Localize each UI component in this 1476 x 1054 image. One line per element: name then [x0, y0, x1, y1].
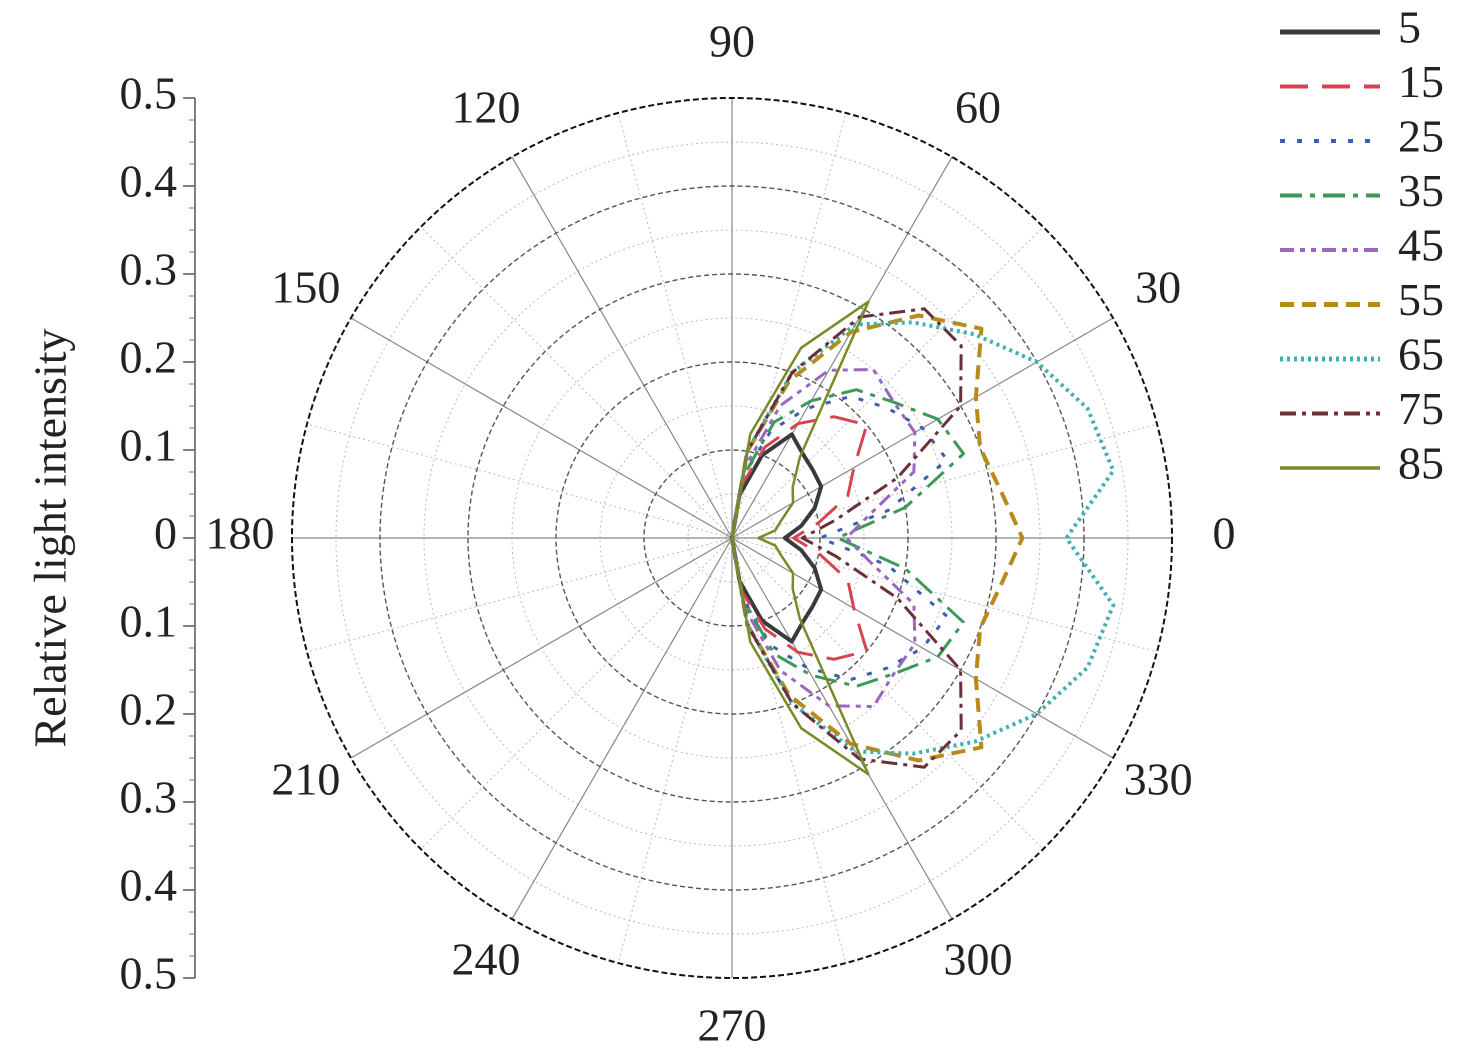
theta-tick-label: 0	[1213, 508, 1236, 559]
ring	[379, 185, 1085, 891]
spoke	[511, 537, 733, 920]
theta-tick-label: 270	[698, 1000, 767, 1051]
legend-label: 5	[1398, 2, 1421, 53]
y-tick-label: 0.2	[120, 332, 178, 383]
spoke	[350, 537, 733, 759]
series-line	[730, 432, 824, 644]
series-line	[730, 313, 1025, 763]
y-tick-label: 0.5	[120, 68, 178, 119]
minor-spoke	[306, 423, 733, 539]
theta-tick-label: 240	[452, 934, 521, 985]
ring	[643, 449, 821, 627]
y-axis-label: Relative light intensity	[25, 328, 76, 747]
y-tick-label: 0.5	[120, 948, 178, 999]
minor-spoke	[731, 112, 847, 539]
legend-label: 65	[1398, 329, 1444, 380]
ring	[467, 273, 997, 803]
y-tick-label: 0	[154, 508, 177, 559]
legend-label: 75	[1398, 383, 1444, 434]
outer-ring	[291, 97, 1173, 979]
minor-spoke	[731, 226, 1044, 539]
spoke	[511, 156, 733, 539]
series-line	[730, 368, 917, 708]
minor-spoke	[731, 423, 1158, 539]
legend-label: 85	[1398, 438, 1444, 489]
y-tick-label: 0.4	[120, 156, 178, 207]
series-line	[730, 300, 870, 776]
series-line	[730, 388, 965, 688]
ring	[555, 361, 909, 715]
series-line	[730, 415, 869, 661]
spoke	[731, 537, 953, 920]
minor-spoke	[617, 537, 733, 964]
legend-label: 35	[1398, 165, 1444, 216]
y-tick-label: 0.2	[120, 684, 178, 735]
theta-tick-label: 60	[955, 81, 1001, 132]
spoke	[731, 537, 1114, 759]
legend-label: 25	[1398, 111, 1444, 162]
spoke	[731, 156, 953, 539]
minor-spoke	[617, 112, 733, 539]
y-tick-label: 0.4	[120, 860, 178, 911]
legend-label: 55	[1398, 274, 1444, 325]
minor-spoke	[420, 537, 733, 850]
theta-tick-label: 30	[1135, 262, 1181, 313]
y-tick-label: 0.1	[120, 596, 178, 647]
theta-tick-label: 150	[271, 262, 340, 313]
theta-tick-label: 210	[271, 754, 340, 805]
theta-tick-label: 120	[452, 81, 521, 132]
series-line	[730, 307, 963, 769]
minor-spoke	[731, 537, 1158, 653]
minor-spoke	[731, 537, 847, 964]
theta-tick-label: 300	[944, 934, 1013, 985]
legend-label: 45	[1398, 220, 1444, 271]
y-tick-label: 0.1	[120, 420, 178, 471]
series-line	[730, 320, 1116, 756]
minor-spoke	[420, 226, 733, 539]
y-tick-label: 0.3	[120, 772, 178, 823]
theta-tick-label: 330	[1124, 754, 1193, 805]
minor-spoke	[731, 537, 1044, 850]
y-tick-label: 0.3	[120, 244, 178, 295]
theta-tick-label: 180	[206, 508, 275, 559]
legend-label: 15	[1398, 56, 1444, 107]
spoke	[350, 317, 733, 539]
minor-spoke	[306, 537, 733, 653]
theta-tick-label: 90	[709, 16, 755, 67]
